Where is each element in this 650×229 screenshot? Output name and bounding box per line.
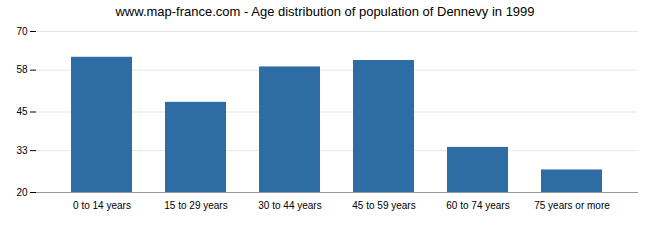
svg-text:58: 58 xyxy=(16,64,28,75)
svg-text:45 to 59 years: 45 to 59 years xyxy=(352,200,415,211)
svg-text:60 to 74 years: 60 to 74 years xyxy=(446,200,509,211)
html-text:www.map-france.com - Age distr: www.map-france.com - Age distribution of… xyxy=(115,4,535,19)
svg-text:45: 45 xyxy=(16,106,28,117)
svg-text:30 to 44 years: 30 to 44 years xyxy=(258,200,321,211)
svg-text:15 to 29 years: 15 to 29 years xyxy=(164,200,227,211)
svg-text:70: 70 xyxy=(16,26,28,37)
svg-text:75 years or more: 75 years or more xyxy=(534,200,610,211)
svg-text:20: 20 xyxy=(16,187,28,198)
svg-text:0 to 14 years: 0 to 14 years xyxy=(73,200,131,211)
svg-text:33: 33 xyxy=(16,145,28,156)
